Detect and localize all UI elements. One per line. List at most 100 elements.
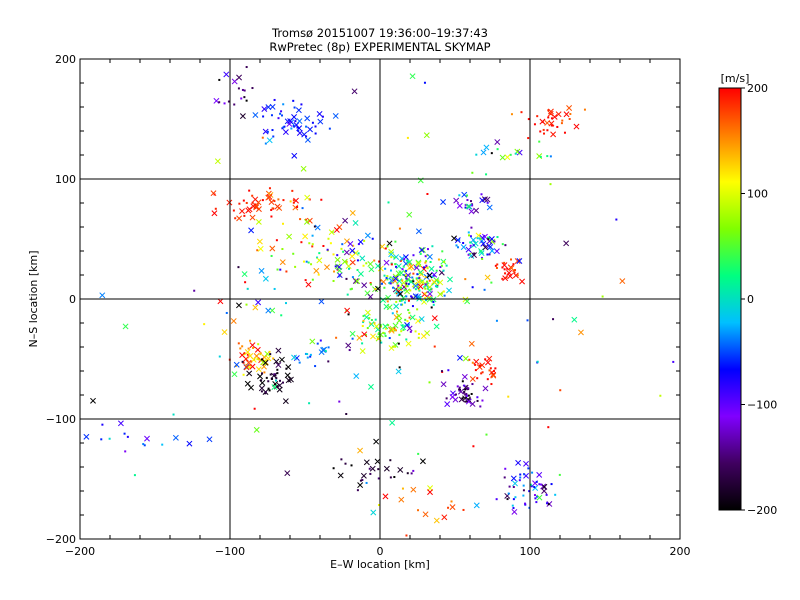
scatter-cross — [258, 267, 265, 274]
scatter-dot — [250, 360, 253, 363]
scatter-dot — [273, 373, 276, 376]
scatter-dot — [479, 238, 482, 241]
scatter-dot — [268, 350, 271, 353]
scatter-dot — [443, 260, 446, 263]
scatter-dot — [501, 243, 504, 246]
scatter-cross — [484, 196, 491, 203]
scatter-dot — [268, 187, 271, 190]
scatter-cross — [475, 232, 482, 239]
scatter-dot — [377, 333, 380, 336]
scatter-dot — [416, 277, 419, 280]
scatter-dot — [552, 318, 555, 321]
scatter-dot — [445, 264, 448, 267]
scatter-dot — [512, 498, 515, 501]
scatter-dot — [256, 249, 259, 252]
scatter-dot — [332, 253, 335, 256]
scatter-cross — [255, 218, 262, 225]
scatter-dot — [316, 342, 319, 345]
x-tick-label: −200 — [65, 545, 95, 558]
scatter-cross — [349, 259, 356, 266]
scatter-cross — [536, 494, 543, 501]
scatter-cross — [493, 248, 500, 255]
scatter-cross — [460, 244, 467, 251]
scatter-dot — [306, 353, 309, 356]
scatter-cross — [304, 115, 311, 122]
scatter-dot — [341, 243, 344, 246]
scatter-dot — [361, 342, 364, 345]
scatter-dot — [386, 300, 389, 303]
scatter-dot — [309, 353, 312, 356]
scatter-cross — [144, 435, 150, 442]
y-tick-label: 200 — [55, 53, 76, 66]
scatter-dot — [370, 318, 373, 321]
scatter-dot — [400, 286, 403, 289]
scatter-dot — [551, 124, 554, 127]
scatter-dot — [405, 338, 408, 341]
scatter-cross — [356, 334, 363, 341]
scatter-dot — [374, 288, 377, 291]
scatter-cross — [480, 240, 487, 247]
scatter-dot — [329, 242, 332, 245]
scatter-cross — [415, 317, 421, 324]
scatter-dot — [514, 269, 517, 272]
scatter-dot — [334, 265, 337, 268]
scatter-cross — [392, 322, 399, 329]
scatter-dot — [411, 296, 414, 299]
scatter-dot — [424, 261, 427, 264]
scatter-dot — [374, 318, 377, 321]
scatter-dot — [385, 276, 388, 279]
scatter-dot — [558, 473, 561, 476]
scatter-dot — [237, 266, 240, 269]
scatter-dot — [547, 116, 550, 119]
scatter-dot — [351, 276, 354, 279]
scatter-dot — [419, 278, 422, 281]
scatter-cross — [419, 458, 426, 465]
scatter-dot — [318, 252, 321, 255]
scatter-dot — [405, 534, 408, 537]
scatter-dot — [272, 357, 275, 360]
colorbar-ticks: 200 100 0 −100 −200 — [741, 82, 777, 517]
scatter-cross — [380, 297, 387, 304]
scatter-dot — [384, 334, 387, 337]
scatter-dot — [445, 397, 448, 400]
scatter-dot — [369, 322, 372, 325]
scatter-dot — [547, 426, 550, 429]
scatter-dot — [308, 242, 311, 245]
scatter-cross — [423, 132, 430, 139]
scatter-cross — [337, 472, 344, 479]
scatter-dot — [424, 276, 427, 279]
scatter-cross — [449, 394, 456, 400]
scatter-dot — [369, 283, 372, 286]
scatter-dot — [403, 289, 406, 292]
scatter-dot — [507, 395, 510, 398]
scatter-dot — [290, 127, 293, 130]
scatter-cross — [494, 139, 501, 146]
scatter-dot — [430, 306, 433, 309]
scatter-dot — [469, 244, 472, 247]
scatter-cross — [354, 278, 361, 285]
scatter-dot — [294, 265, 297, 268]
scatter-dot — [463, 384, 466, 387]
scatter-dot — [406, 472, 409, 475]
scatter-dot — [447, 506, 450, 509]
axis-ticks: −200−200 −100 −100 0 0 100 100 200 200 — [46, 53, 691, 558]
scatter-cross — [409, 314, 416, 321]
scatter-dot — [546, 129, 549, 132]
chart-subtitle: RwPretec (8p) EXPERIMENTAL SKYMAP — [269, 40, 490, 54]
scatter-dot — [246, 287, 249, 290]
scatter-cross — [465, 203, 472, 210]
scatter-cross — [117, 420, 124, 427]
scatter-dot — [314, 365, 317, 368]
scatter-dot — [538, 483, 541, 486]
scatter-dot — [377, 504, 380, 507]
scatter-cross — [490, 372, 497, 379]
scatter-cross — [415, 260, 422, 267]
scatter-dot — [237, 342, 240, 345]
scatter-dot — [368, 317, 371, 320]
scatter-cross — [426, 290, 433, 297]
scatter-dot — [503, 476, 506, 479]
scatter-dot — [336, 268, 339, 271]
scatter-dot — [424, 255, 427, 258]
scatter-dot — [526, 319, 529, 322]
scatter-dot — [244, 281, 247, 284]
